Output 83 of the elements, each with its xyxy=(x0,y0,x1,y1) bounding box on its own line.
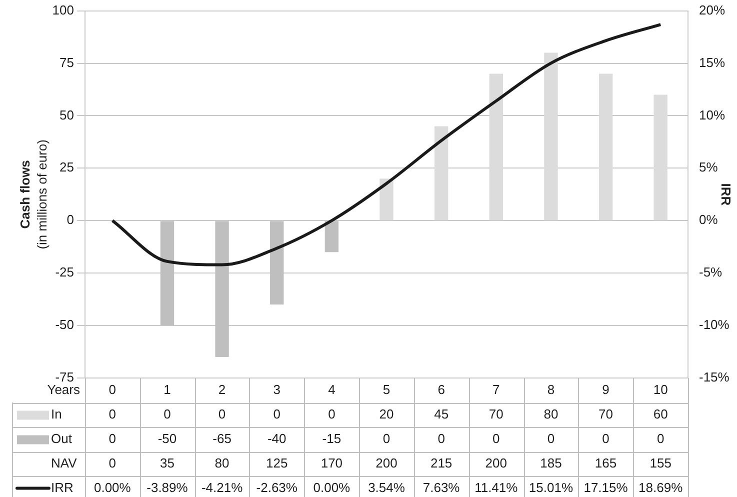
y-tick-label: 0 xyxy=(66,212,74,228)
y2-tick-label: -5% xyxy=(699,264,723,280)
y-tick-label: -50 xyxy=(55,317,74,332)
legend-label: IRR xyxy=(51,480,74,495)
bar xyxy=(434,126,448,220)
data-label: 0 xyxy=(438,430,445,446)
y2-tick-label: 20% xyxy=(699,2,726,18)
data-label: 60 xyxy=(653,406,668,422)
bar xyxy=(654,94,668,220)
text: 170 xyxy=(320,455,343,470)
y-tick-label: 50 xyxy=(60,107,74,122)
data-label: 0.00% xyxy=(313,480,351,495)
data-label: 17.15% xyxy=(584,480,628,495)
data-label: 0 xyxy=(273,406,280,422)
data-label: 7.63% xyxy=(422,480,460,495)
y2-tick-label: -15% xyxy=(699,370,730,385)
data-label: 15.01% xyxy=(528,480,574,495)
x-tick-label: 10 xyxy=(653,382,668,397)
y2-tick-label: -10% xyxy=(699,317,730,332)
text: 165 xyxy=(594,455,617,470)
y2-tick-label: 15% xyxy=(699,54,726,70)
text: 0 xyxy=(108,455,116,470)
bar xyxy=(598,74,613,220)
text: 185 xyxy=(540,455,562,470)
x-tick-label: 0 xyxy=(108,382,116,397)
data-label: 3.54% xyxy=(368,480,406,495)
text: 80 xyxy=(214,455,230,470)
data-label: -4.21% xyxy=(201,480,244,495)
x-tick-label: 7 xyxy=(492,382,500,397)
data-label: 0.00% xyxy=(94,480,132,495)
data-label: 0 xyxy=(547,430,555,446)
legend-label: In xyxy=(51,406,62,422)
y2-axis-title: IRR xyxy=(718,183,734,206)
x-tick-label: 2 xyxy=(218,382,226,397)
data-label: -2.63% xyxy=(256,480,298,495)
data-label: 0 xyxy=(492,430,500,446)
data-label: 0 xyxy=(656,430,664,446)
y-tick-label: 75 xyxy=(60,54,74,70)
text: 155 xyxy=(650,455,672,470)
data-label: 45 xyxy=(434,406,449,422)
y-axis-title: Cash flows (in millions of euro) xyxy=(18,139,50,250)
x-tick-label: 5 xyxy=(382,382,390,397)
bar xyxy=(544,52,558,220)
data-label: -15 xyxy=(322,430,342,446)
y2-tick-label: 5% xyxy=(699,160,718,175)
line-series xyxy=(110,23,662,266)
data-label: 0 xyxy=(218,406,226,422)
data-label: 0 xyxy=(602,430,610,446)
y-tick-label: -25 xyxy=(55,264,74,280)
y-tick-label: 100 xyxy=(52,2,74,18)
bar xyxy=(489,74,503,220)
text: 200 xyxy=(376,455,398,470)
x-tick-label: 8 xyxy=(547,382,555,397)
text: 200 xyxy=(485,455,507,470)
text: NAV xyxy=(51,455,78,470)
data-label: 0 xyxy=(108,430,116,446)
x-tick-label: 3 xyxy=(273,382,280,397)
data-label: 18.69% xyxy=(638,480,684,495)
data-label: -50 xyxy=(158,430,177,446)
data-label: -3.89% xyxy=(146,480,188,495)
data-label: 70 xyxy=(488,406,504,422)
data-label: -65 xyxy=(212,430,232,446)
x-tick-label: 6 xyxy=(438,382,445,397)
data-label: 0 xyxy=(328,406,336,422)
data-label: 70 xyxy=(598,406,614,422)
data-label: -40 xyxy=(267,430,286,446)
x-tick-label: 1 xyxy=(164,382,171,397)
x-tick-label: 9 xyxy=(602,382,610,397)
y2-tick-label: 0% xyxy=(699,212,718,228)
y-tick-label: 25 xyxy=(60,160,74,175)
data-label: 11.41% xyxy=(474,480,518,495)
data-label: 0 xyxy=(164,406,171,422)
y2-tick-label: 10% xyxy=(699,107,726,122)
text: 35 xyxy=(160,455,174,470)
data-label: 80 xyxy=(544,406,558,422)
data-label: 0 xyxy=(108,406,116,422)
data-label: 0 xyxy=(382,430,390,446)
bar xyxy=(380,178,394,220)
text: 125 xyxy=(266,455,288,470)
text: 215 xyxy=(430,455,452,470)
x-tick-label: 4 xyxy=(328,382,336,397)
legend-label: Out xyxy=(51,430,72,446)
data-label: 20 xyxy=(379,406,394,422)
